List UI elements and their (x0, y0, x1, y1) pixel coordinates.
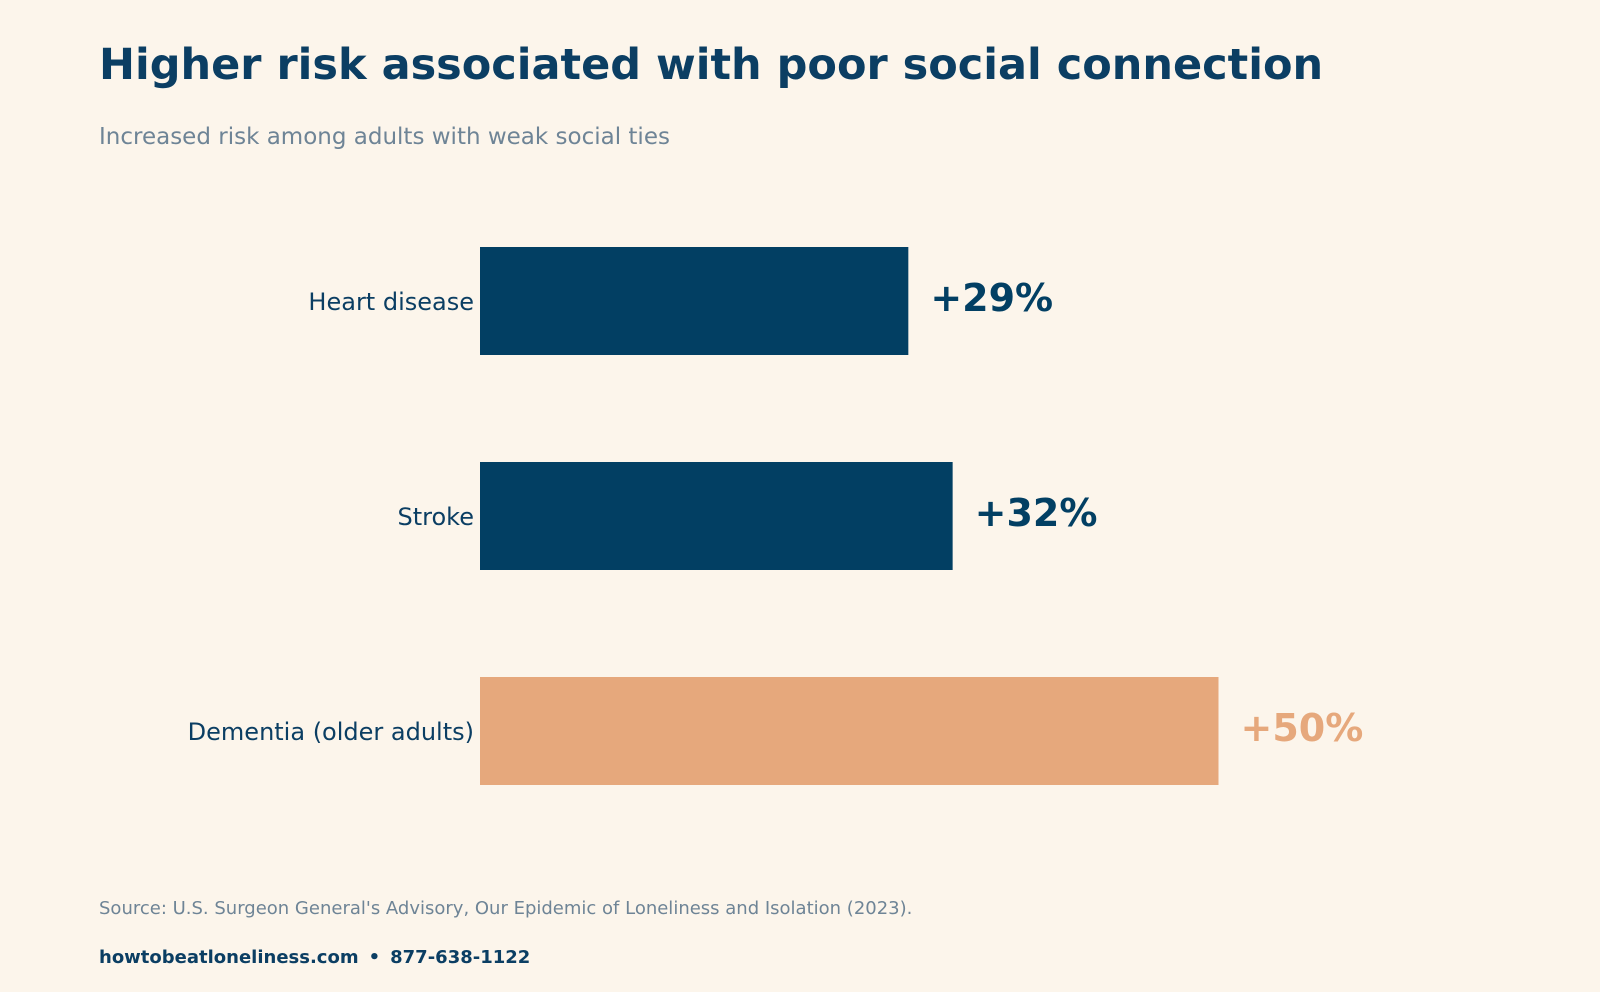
bar-dementia-older-adults (480, 677, 1219, 785)
bar-stroke (480, 462, 953, 570)
category-label-dementia-older-adults: Dementia (older adults) (188, 718, 474, 746)
website-link[interactable]: howtobeatloneliness.com (99, 947, 359, 968)
category-label-heart-disease: Heart disease (308, 288, 474, 316)
source-note: Source: U.S. Surgeon General's Advisory,… (99, 898, 913, 919)
phone-number[interactable]: 877-638-1122 (390, 947, 531, 968)
value-label-stroke: +32% (975, 491, 1098, 535)
footer-separator: • (368, 947, 381, 968)
bar-chart: Heart disease +29% Stroke +32% Dementia (old… (188, 247, 1364, 785)
footer-contact: howtobeatloneliness.com • 877-638-1122 (99, 947, 530, 968)
category-label-stroke: Stroke (398, 503, 474, 531)
chart-subtitle: Increased risk among adults with weak so… (99, 124, 670, 150)
value-label-heart-disease: +29% (930, 276, 1053, 320)
value-label-dementia-older-adults: +50% (1241, 706, 1364, 750)
bar-heart-disease (480, 247, 909, 355)
chart-title: Higher risk associated with poor social … (99, 40, 1324, 90)
